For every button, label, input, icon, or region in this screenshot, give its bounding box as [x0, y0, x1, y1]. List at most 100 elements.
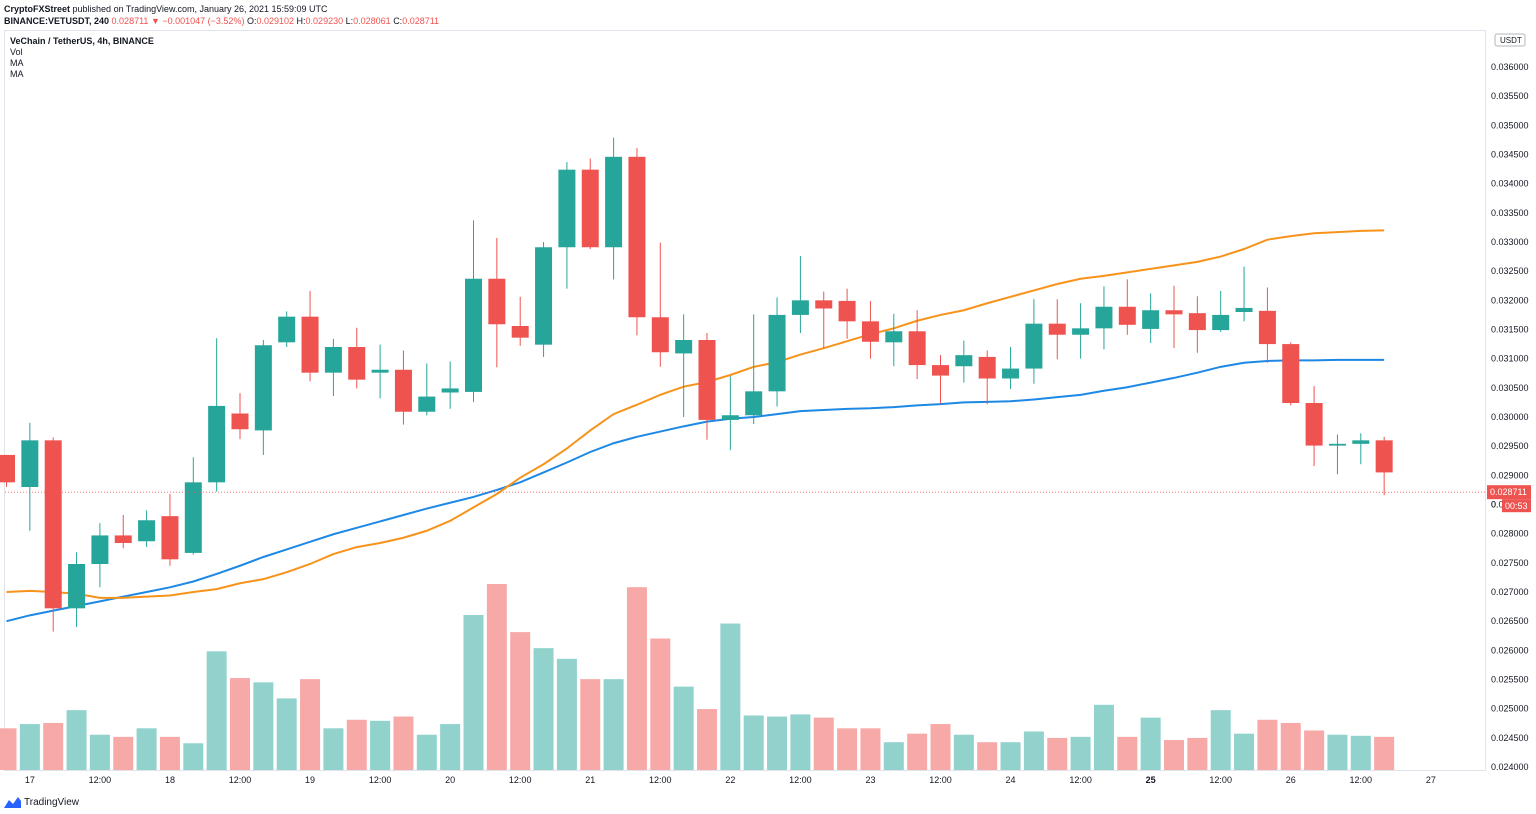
volume-bar [1140, 717, 1161, 770]
volume-bar [1023, 731, 1044, 770]
candle-body [1305, 403, 1323, 446]
candle-body [1282, 344, 1300, 403]
candle-body [1212, 314, 1230, 331]
currency-badge [1494, 33, 1526, 47]
close-label: C: [393, 16, 403, 26]
volume-bar [346, 719, 367, 770]
price-tick-label: 0.036000 [1491, 62, 1529, 72]
price-tick-label: 0.030000 [1491, 412, 1529, 422]
candle-body [1118, 306, 1136, 325]
candle-body [721, 415, 739, 420]
current-price-tag [1487, 485, 1531, 500]
volume-bar [440, 724, 461, 770]
volume-bar [1000, 742, 1021, 770]
candle-body [1025, 323, 1043, 369]
chart-legend: VeChain / TetherUS, 4h, BINANCE Vol MA M… [10, 36, 154, 80]
legend-ma-fast[interactable]: MA [10, 58, 24, 68]
price-tick-label: 0.026500 [1491, 616, 1529, 626]
volume-bar [603, 679, 624, 770]
publish-info: CryptoFXStreet published on TradingView.… [4, 3, 328, 15]
candle-body [394, 369, 412, 412]
price-tick-label: 0.029500 [1491, 441, 1529, 451]
price-tick-label: 0.034000 [1491, 179, 1529, 189]
current-price-label: 0.028711 [1490, 487, 1527, 497]
volume-bar [1374, 736, 1395, 770]
volume-bar [720, 623, 741, 770]
time-tick-label: 12:00 [929, 775, 952, 785]
time-tick-label: 22 [725, 775, 735, 785]
candle-body [885, 331, 903, 343]
low-value: 0.028061 [353, 16, 391, 26]
price-tick-label: 0.026000 [1491, 645, 1529, 655]
candle-body [1235, 307, 1253, 312]
volume-bar [1047, 737, 1068, 770]
price-change: −0.001047 (−3.52%) [162, 16, 245, 26]
price-tick-label: 0.025500 [1491, 675, 1529, 685]
legend-volume[interactable]: Vol [10, 47, 23, 57]
candle-body [208, 405, 226, 483]
volume-bar [230, 678, 250, 770]
volume-bar [1350, 735, 1371, 770]
volume-bar [113, 736, 134, 770]
time-tick-label: 24 [1006, 775, 1016, 785]
volume-bar [463, 615, 484, 770]
volume-bar [930, 724, 951, 770]
candle-body [441, 388, 459, 393]
volume-bar [1280, 722, 1301, 770]
volume-bar [790, 714, 811, 770]
price-tick-label: 0.032000 [1491, 295, 1529, 305]
time-tick-label: 12:00 [369, 775, 392, 785]
volume-bar [486, 584, 507, 770]
low-label: L: [345, 16, 354, 26]
volume-bar [1327, 734, 1348, 770]
price-tick-label: 0.031500 [1491, 325, 1529, 335]
time-tick-label: 12:00 [1350, 775, 1373, 785]
volume-bar [977, 742, 998, 770]
volume-bar [276, 698, 297, 770]
tradingview-footer[interactable]: TradingView [4, 795, 79, 809]
volume-bar [1093, 704, 1114, 770]
tradingview-logo-icon [4, 796, 21, 808]
candle-body [1142, 310, 1160, 329]
currency-label: USDT [1500, 36, 1522, 45]
candle-body [1258, 310, 1276, 345]
chart-frame[interactable] [4, 30, 1486, 771]
volume-bar [907, 733, 928, 770]
volume-bar [1187, 737, 1208, 770]
candle-body [768, 314, 786, 392]
price-tick-label: 0.035500 [1491, 91, 1529, 101]
volume-bar [533, 648, 554, 770]
last-price: 0.028711 [111, 16, 149, 26]
volume-bar [300, 679, 321, 770]
candle-body [465, 278, 482, 392]
legend-ma-slow[interactable]: MA [10, 69, 24, 79]
volume-bar [1210, 710, 1231, 770]
volume-bar [183, 743, 204, 770]
volume-bar [860, 728, 881, 770]
time-tick-label: 12:00 [229, 775, 252, 785]
candle-body [418, 396, 436, 412]
volume-bar [416, 734, 437, 770]
publisher-name: CryptoFXStreet [4, 4, 71, 14]
candle-body [1165, 310, 1183, 315]
candle-body [68, 564, 86, 609]
candle-body [745, 391, 763, 416]
footer-brand: TradingView [24, 796, 80, 808]
published-text: published on TradingView.com, January 26… [72, 4, 328, 14]
candle-body [138, 520, 156, 542]
volume-bar [1070, 736, 1091, 770]
candle-body [978, 356, 996, 379]
time-tick-label: 18 [165, 775, 175, 785]
candle-body [488, 278, 506, 325]
volume-bar [953, 734, 974, 770]
candle-body [838, 300, 856, 322]
volume-bar [556, 658, 577, 770]
legend-title: VeChain / TetherUS, 4h, BINANCE [10, 36, 154, 46]
volume-bar [1164, 740, 1184, 770]
price-tick-label: 0.024500 [1491, 733, 1529, 743]
price-tick-label: 0.028000 [1491, 529, 1529, 539]
candle-body [861, 321, 879, 342]
candle-body [581, 169, 599, 248]
volume-bar [393, 716, 414, 770]
